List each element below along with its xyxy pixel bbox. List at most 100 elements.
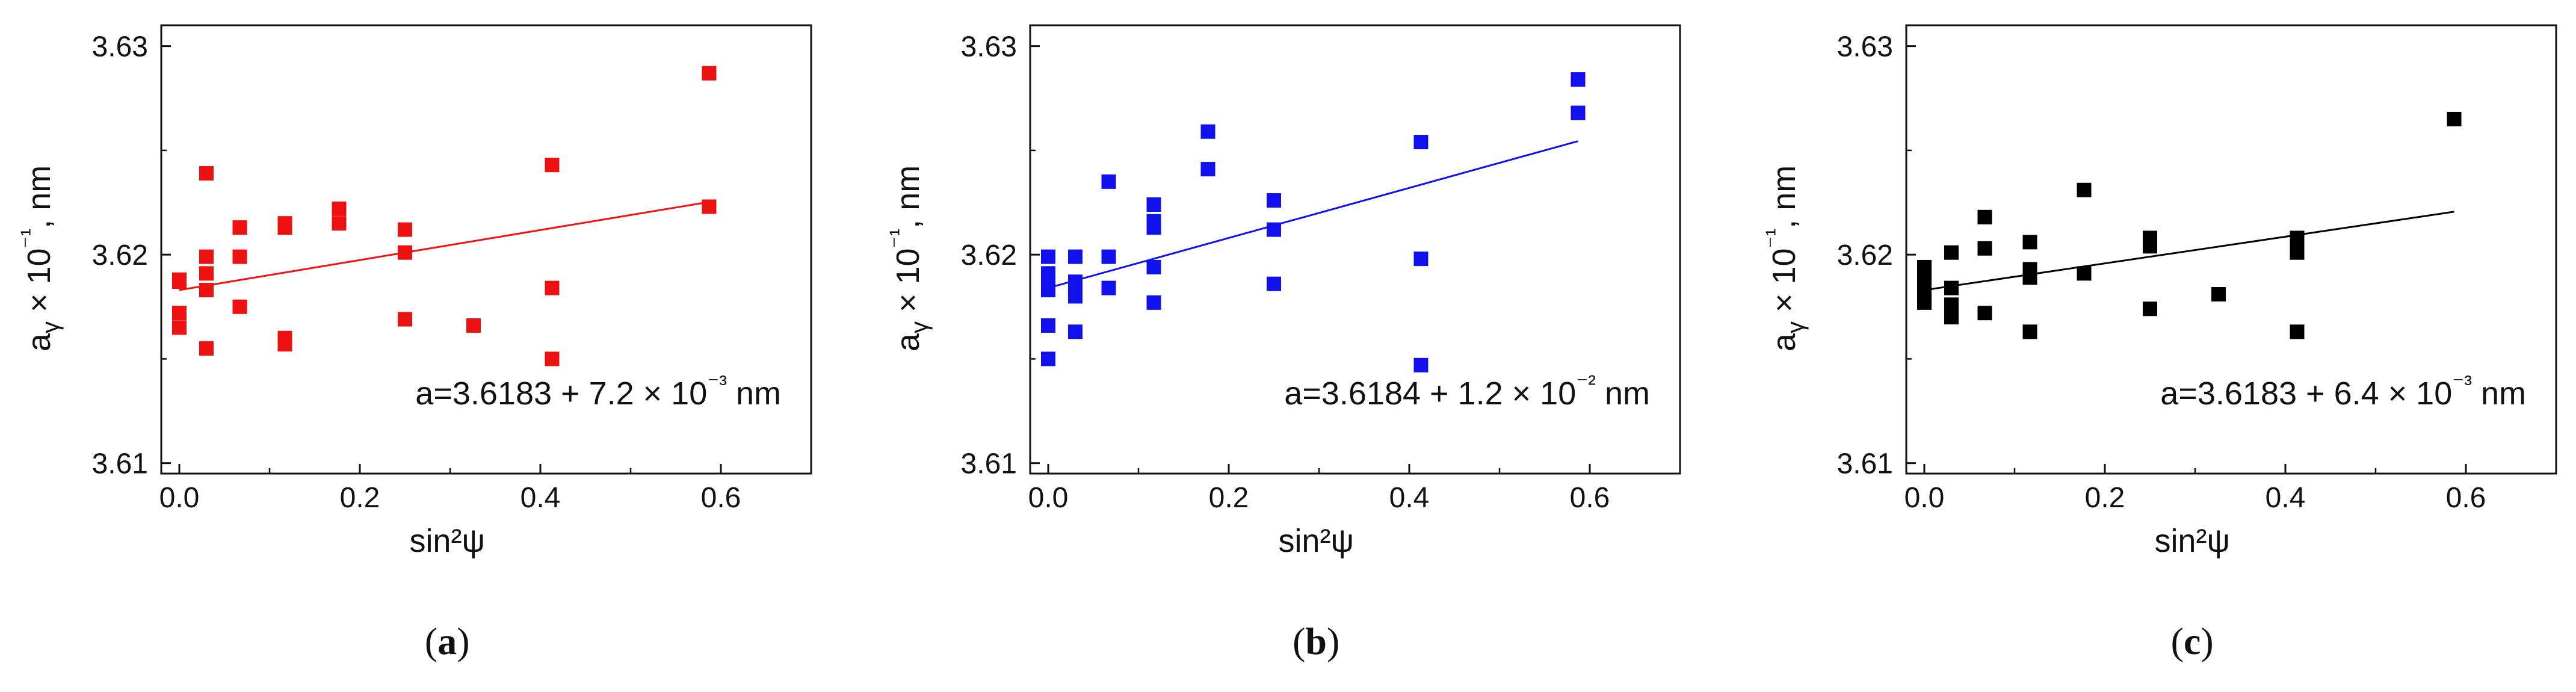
y-tick-label: 3.62 <box>1837 239 1893 271</box>
fit-equation-main: a=3.6184 + 1.2 × 10 <box>1284 375 1576 412</box>
y-tick-label: 3.61 <box>961 448 1017 480</box>
y-axis-label: aγ × 10⁻¹, nm <box>17 165 64 351</box>
data-point <box>232 249 247 264</box>
data-point <box>1146 197 1161 212</box>
fit-equation: a=3.6183 + 7.2 × 10⁻³ nm <box>415 371 781 412</box>
data-point <box>2447 111 2462 126</box>
x-axis-label-power: ² <box>2196 523 2207 559</box>
x-tick-label: 0.2 <box>340 482 380 514</box>
data-point <box>398 222 412 237</box>
x-axis-label-base: sin <box>409 523 451 559</box>
x-axis-label: sin²ψ <box>409 523 485 559</box>
fit-equation: a=3.6183 + 6.4 × 10⁻³ nm <box>2160 371 2526 412</box>
x-axis-label-symbol: ψ <box>462 523 485 559</box>
y-tick-label: 3.63 <box>961 31 1017 63</box>
data-point <box>545 280 560 295</box>
data-point <box>1041 318 1055 333</box>
plot-frame <box>1905 24 2557 475</box>
data-point <box>2022 270 2037 285</box>
data-point <box>1571 105 1586 120</box>
y-tick-label: 3.62 <box>961 239 1017 271</box>
x-tick-label: 0.2 <box>2085 482 2125 514</box>
x-tick-label: 0.0 <box>1028 482 1069 514</box>
panel-tag-letter: a <box>437 620 457 663</box>
y-axis-label-multiplier: × 10 <box>890 248 926 321</box>
panel-tag-close: ) <box>457 620 469 663</box>
data-point <box>2290 324 2305 339</box>
y-tick-label: 3.61 <box>1837 448 1893 480</box>
data-point <box>1041 283 1055 298</box>
x-tick-label: 0.0 <box>159 482 200 514</box>
panel-tag-open: ( <box>1293 620 1305 663</box>
data-point <box>332 216 347 231</box>
data-point <box>398 245 412 260</box>
fit-equation-exponent: ⁻² <box>1576 371 1596 397</box>
y-tick-label: 3.63 <box>1837 31 1893 63</box>
fit-equation-main: a=3.6183 + 7.2 × 10 <box>415 375 707 412</box>
data-point <box>332 201 347 216</box>
data-point <box>277 337 292 352</box>
data-point <box>1413 252 1429 267</box>
data-point <box>172 274 187 289</box>
chart-panel-b: 0.0 0.2 0.4 0.6 3.61 3.62 3.63 a=3.6184 + 1.2 ×… <box>886 24 1681 663</box>
data-point <box>172 306 187 321</box>
x-tick-label: 0.2 <box>1209 482 1249 514</box>
data-point <box>1267 222 1281 237</box>
chart-panel-a: 0.0 0.2 0.4 0.6 3.61 3.62 3.63 a=3.6183 + 7.2 ×… <box>17 24 812 663</box>
data-point <box>2077 182 2092 197</box>
data-point <box>1917 295 1932 310</box>
fit-equation-exponent: ⁻³ <box>2452 371 2472 397</box>
data-point <box>232 299 247 314</box>
data-point <box>2143 301 2157 317</box>
data-point <box>1267 276 1281 291</box>
x-tick-label: 0.6 <box>701 482 741 514</box>
data-point <box>1413 135 1429 150</box>
y-axis-label-unit: , nm <box>1766 165 1802 229</box>
data-point <box>1146 295 1161 310</box>
panel-tag-close: ) <box>1327 620 1339 663</box>
data-point <box>199 166 214 181</box>
data-point <box>199 249 214 264</box>
data-point <box>1413 357 1429 372</box>
y-axis-label-base: a <box>1766 333 1802 351</box>
data-point <box>172 320 187 335</box>
y-axis-label: aγ × 10⁻¹, nm <box>1762 165 1809 351</box>
x-axis-label-power: ² <box>451 523 462 559</box>
data-point <box>1571 72 1586 87</box>
panel-tag-open: ( <box>2171 620 2184 663</box>
data-point <box>1944 245 1959 260</box>
data-point <box>1068 324 1083 339</box>
fit-equation-unit: nm <box>727 375 781 412</box>
y-axis-label-subscript: γ <box>1782 321 1809 333</box>
data-point <box>1977 209 1992 224</box>
data-point <box>545 351 560 366</box>
x-axis-label-base: sin <box>1278 523 1320 559</box>
y-tick-label: 3.61 <box>92 448 148 480</box>
data-point <box>1977 306 1992 321</box>
data-point <box>398 312 412 327</box>
data-point <box>232 220 247 235</box>
data-point <box>1101 174 1116 189</box>
plot-frame <box>160 24 812 475</box>
data-point <box>1068 249 1083 264</box>
y-axis-label: aγ × 10⁻¹, nm <box>886 165 933 351</box>
y-axis-label-unit: , nm <box>21 165 57 229</box>
data-point <box>545 158 560 173</box>
fit-equation-unit: nm <box>2472 375 2526 412</box>
data-point <box>2022 235 2037 250</box>
y-tick-label: 3.62 <box>92 239 148 271</box>
fit-line <box>1924 211 2454 291</box>
panel-tag: (b) <box>1293 620 1339 663</box>
y-axis-label-multiplier: × 10 <box>21 248 57 321</box>
data-point <box>1146 259 1161 274</box>
data-point <box>2022 324 2037 339</box>
data-point <box>2211 287 2226 301</box>
fit-equation-main: a=3.6183 + 6.4 × 10 <box>2160 375 2452 412</box>
data-point <box>466 318 481 333</box>
fit-line <box>179 201 709 291</box>
data-point <box>702 66 717 81</box>
y-axis-label-base: a <box>21 333 57 351</box>
x-axis-label-symbol: ψ <box>1330 523 1354 559</box>
x-tick-label: 0.0 <box>1904 482 1945 514</box>
